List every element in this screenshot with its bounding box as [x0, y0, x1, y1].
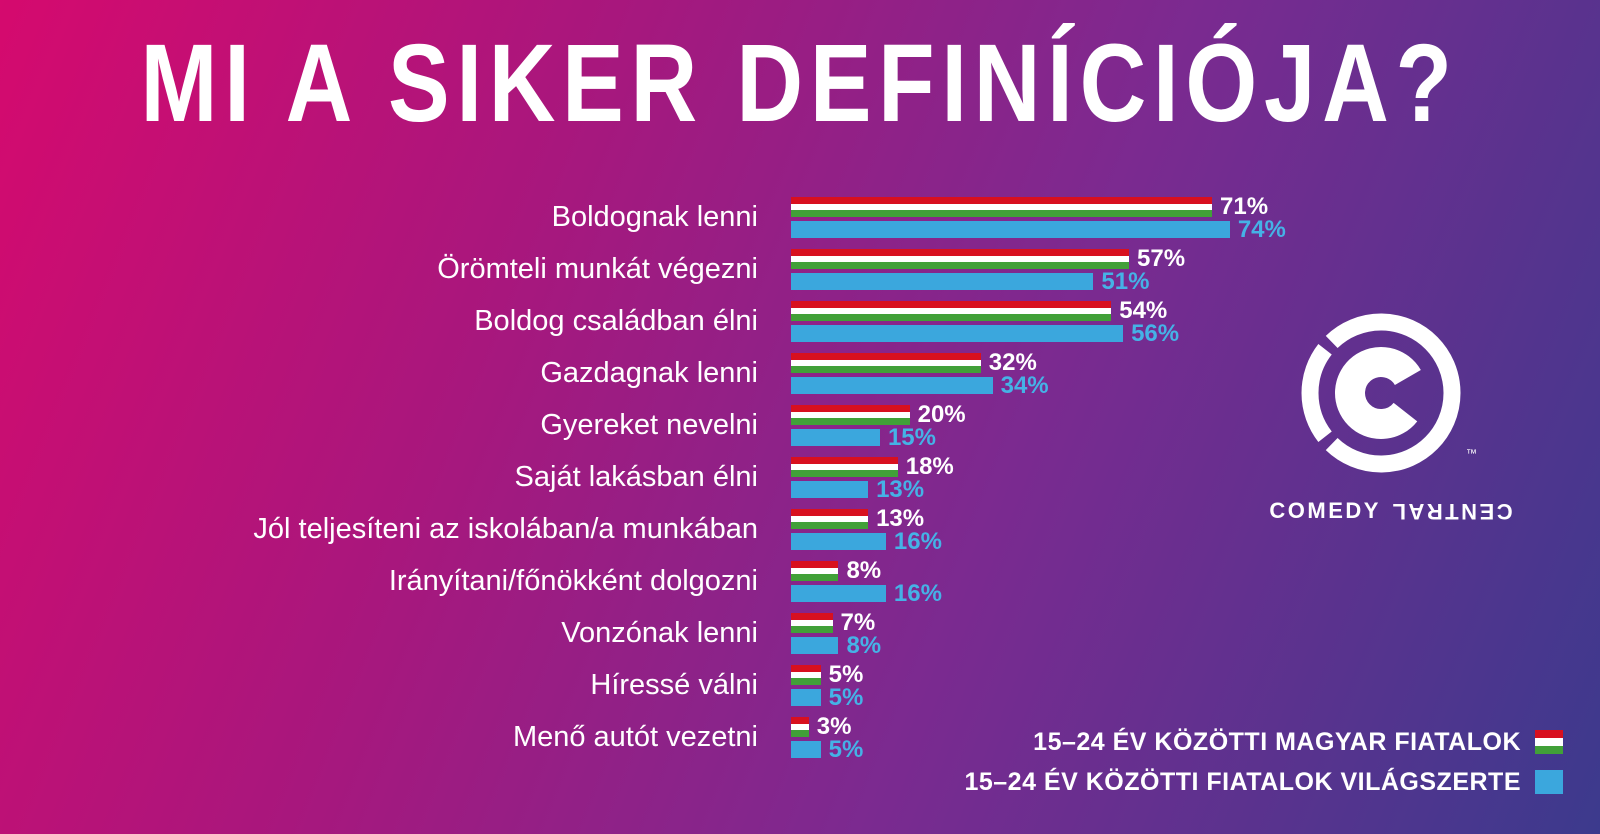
bar-group: 57% 51%	[791, 245, 1186, 293]
page-title-text: MI A SIKER DEFINÍCIÓJA?	[140, 22, 1460, 145]
chart-row: Boldog családban élni 54% 56%	[0, 297, 1286, 346]
value-label: 7%	[840, 609, 876, 636]
value-label: 56%	[1131, 319, 1180, 347]
value-label: 20%	[917, 401, 966, 428]
wordmark-comedy: COMEDY	[1269, 498, 1381, 523]
value-label: 8%	[846, 557, 882, 584]
chart-row: Gazdagnak lenni 32% 34%	[0, 349, 1286, 398]
bar-group: 7% 8%	[791, 609, 881, 657]
value-label: 5%	[828, 661, 864, 688]
bar-hungary	[791, 249, 1129, 269]
value-label: 51%	[1101, 267, 1150, 295]
category-label: Boldognak lenni	[551, 201, 758, 233]
chart-legend: 15–24 ÉV KÖZÖTTI MAGYAR FIATALOK 15–24 É…	[964, 722, 1563, 802]
category-label: Saját lakásban élni	[514, 461, 758, 493]
bar-hungary	[791, 353, 981, 373]
category-label: Gazdagnak lenni	[540, 357, 758, 389]
value-label: 74%	[1237, 215, 1286, 243]
bar-hungary	[791, 405, 910, 425]
chart-row: Irányítani/főnökként dolgozni 8% 16%	[0, 557, 1286, 606]
legend-item-world: 15–24 ÉV KÖZÖTTI FIATALOK VILÁGSZERTE	[964, 762, 1563, 802]
bar-chart: Boldognak lenni 71% 74% Örömteli munkát vég…	[0, 193, 1286, 769]
bar-world	[791, 533, 886, 550]
page-title: MI A SIKER DEFINÍCIÓJA?	[0, 26, 1600, 142]
cc-outer-arc	[1325, 313, 1461, 473]
hungarian-flag-swatch	[1535, 730, 1563, 754]
chart-row: Saját lakásban élni 18% 13%	[0, 453, 1286, 502]
bar-group: 13% 16%	[791, 505, 942, 553]
value-label: 34%	[1000, 371, 1049, 399]
bar-world	[791, 429, 880, 446]
category-label: Híressé válni	[590, 669, 758, 701]
category-label: Irányítani/főnökként dolgozni	[388, 565, 758, 597]
category-label: Vonzónak lenni	[561, 617, 758, 649]
bar-hungary	[791, 457, 898, 477]
category-label: Gyereket nevelni	[540, 409, 758, 441]
chart-row: Boldognak lenni 71% 74%	[0, 193, 1286, 242]
bar-world	[791, 637, 839, 654]
legend-item-hungary: 15–24 ÉV KÖZÖTTI MAGYAR FIATALOK	[964, 722, 1563, 762]
trademark-symbol: ™	[1466, 448, 1477, 460]
bar-group: 3% 5%	[791, 713, 863, 761]
bar-group: 32% 34%	[791, 349, 1049, 397]
value-label: 5%	[828, 683, 864, 711]
wordmark-central-flipped: CENTRAL	[1389, 499, 1513, 524]
bar-hungary	[791, 197, 1213, 217]
bar-hungary	[791, 509, 869, 529]
bar-world	[791, 741, 821, 758]
bar-group: 5% 5%	[791, 661, 864, 709]
bar-hungary	[791, 665, 821, 685]
category-label: Boldog családban élni	[474, 305, 758, 337]
bar-world	[791, 377, 993, 394]
value-label: 57%	[1137, 245, 1186, 272]
bar-group: 54% 56%	[791, 297, 1179, 345]
chart-row: Vonzónak lenni 7% 8%	[0, 609, 1286, 658]
category-label: Jól teljesíteni az iskolában/a munkában	[253, 513, 758, 545]
value-label: 3%	[816, 713, 852, 740]
bar-world	[791, 585, 886, 602]
comedy-central-c-icon: ™	[1301, 313, 1477, 473]
value-label: 15%	[887, 423, 936, 451]
bar-world	[791, 689, 821, 706]
bar-group: 71% 74%	[791, 193, 1286, 241]
value-label: 18%	[905, 453, 954, 480]
category-label: Menő autót vezetni	[512, 721, 758, 753]
value-label: 16%	[893, 527, 942, 555]
bar-hungary	[791, 613, 833, 633]
legend-label-hungary: 15–24 ÉV KÖZÖTTI MAGYAR FIATALOK	[1033, 727, 1521, 756]
bar-world	[791, 325, 1124, 342]
legend-label-world: 15–24 ÉV KÖZÖTTI FIATALOK VILÁGSZERTE	[964, 767, 1521, 796]
chart-row: Híressé válni 5% 5%	[0, 661, 1286, 710]
chart-row: Jól teljesíteni az iskolában/a munkában 1…	[0, 505, 1286, 554]
category-label: Örömteli munkát végezni	[437, 253, 758, 285]
bar-hungary	[791, 301, 1112, 321]
value-label: 16%	[893, 579, 942, 607]
value-label: 13%	[876, 505, 925, 532]
blue-swatch	[1535, 770, 1563, 794]
chart-row: Gyereket nevelni 20% 15%	[0, 401, 1286, 450]
bar-chart-rows: Boldognak lenni 71% 74% Örömteli munkát vég…	[0, 193, 1286, 762]
chart-row: Menő autót vezetni 3% 5%	[0, 713, 1286, 762]
bar-world	[791, 221, 1230, 238]
bar-group: 20% 15%	[791, 401, 966, 449]
comedy-central-wordmark: COMEDY CENTRAL	[1231, 498, 1551, 524]
value-label: 32%	[988, 349, 1037, 376]
value-label: 13%	[876, 475, 925, 503]
bar-group: 18% 13%	[791, 453, 954, 501]
bar-group: 8% 16%	[791, 557, 942, 605]
chart-row: Örömteli munkát végezni 57% 51%	[0, 245, 1286, 294]
cc-inner-c	[1335, 347, 1421, 439]
bar-world	[791, 481, 869, 498]
bar-hungary	[791, 717, 809, 737]
value-label: 5%	[828, 735, 864, 763]
value-label: 71%	[1220, 193, 1269, 220]
value-label: 54%	[1119, 297, 1168, 324]
value-label: 8%	[846, 631, 882, 659]
bar-hungary	[791, 561, 839, 581]
cc-outer-left-segment	[1301, 344, 1332, 442]
bar-world	[791, 273, 1094, 290]
